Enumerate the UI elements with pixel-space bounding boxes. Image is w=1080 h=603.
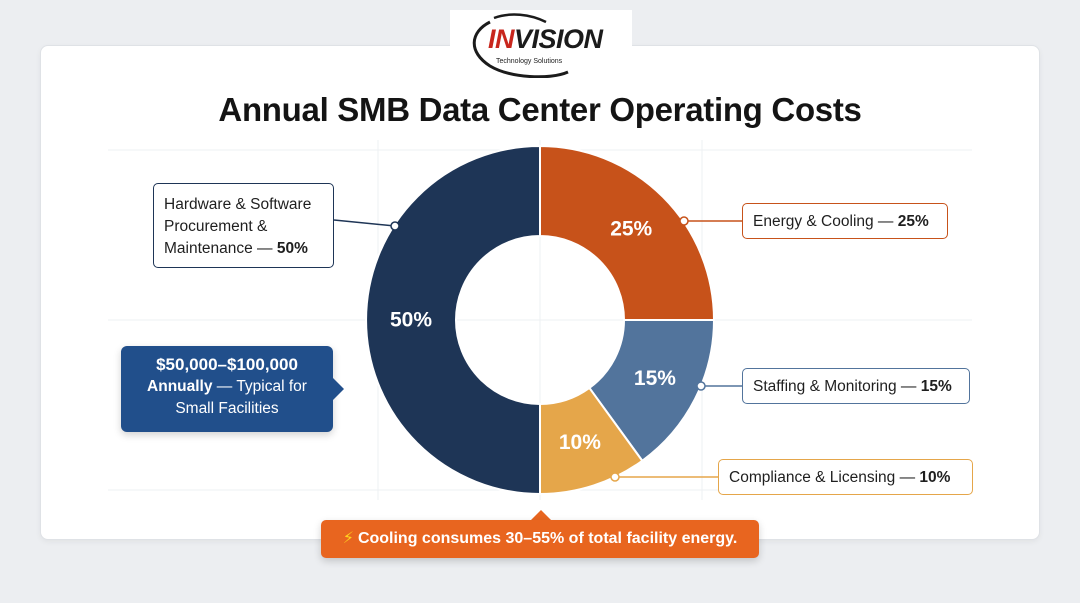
logo-swoosh-icon bbox=[472, 13, 569, 78]
slice-label-2: 10% bbox=[559, 431, 601, 454]
cost-box-pointer bbox=[333, 378, 344, 400]
slice-label-3: 50% bbox=[390, 309, 432, 332]
cost-range-annually: Annually bbox=[147, 378, 213, 395]
logo-wordmark-rest: VISION bbox=[514, 24, 603, 54]
banner-text: Cooling consumes 30–55% of total facilit… bbox=[357, 530, 738, 547]
donut-slice-3 bbox=[365, 144, 541, 496]
logo-tagline: Technology Solutions bbox=[496, 58, 563, 65]
chart-title: Annual SMB Data Center Operating Costs bbox=[218, 91, 862, 128]
callout-compliance-text: Compliance & Licensing — bbox=[729, 469, 916, 486]
callout-energy-pct: 25% bbox=[897, 213, 929, 230]
callout-hardware: Hardware & Software Procurement & Mainte… bbox=[153, 183, 334, 268]
callout-energy: Energy & Cooling — 25% bbox=[742, 203, 948, 239]
leader-dot-compliance bbox=[610, 472, 620, 482]
callout-staffing-text: Staffing & Monitoring — bbox=[753, 378, 917, 395]
leader-dot-hardware bbox=[390, 221, 400, 231]
leader-lines bbox=[333, 216, 742, 482]
cooling-fact-banner: ⚡ Cooling consumes 30–55% of total facili… bbox=[321, 520, 759, 558]
cost-range-detail: Annually — Typical for Small Facilities bbox=[131, 376, 323, 420]
leader-line-hardware bbox=[333, 219, 396, 227]
cost-range-amount: $50,000–$100,000 bbox=[156, 355, 298, 374]
callout-compliance-pct: 10% bbox=[919, 469, 951, 486]
callout-hardware-pct: 50% bbox=[276, 240, 308, 257]
invision-logo: INVISION Technology Solutions bbox=[450, 10, 632, 78]
donut-slice-0 bbox=[539, 144, 716, 321]
cost-range-rest: — Typical for Small Facilities bbox=[175, 378, 307, 417]
callout-hardware-text: Hardware & Software Procurement & Mainte… bbox=[164, 196, 312, 257]
callout-staffing-pct: 15% bbox=[920, 378, 952, 395]
callout-compliance: Compliance & Licensing — 10% bbox=[718, 459, 973, 495]
slice-label-0: 25% bbox=[610, 217, 652, 240]
callout-staffing: Staffing & Monitoring — 15% bbox=[742, 368, 970, 404]
slice-label-1: 15% bbox=[634, 367, 676, 390]
logo-wordmark-prefix: IN bbox=[488, 24, 515, 54]
cost-range-box: $50,000–$100,000 Annually — Typical for … bbox=[121, 346, 333, 432]
banner-pointer bbox=[531, 510, 551, 520]
callout-energy-text: Energy & Cooling — bbox=[753, 213, 894, 230]
leader-dot-staffing bbox=[696, 381, 706, 391]
lightning-icon: ⚡ bbox=[342, 530, 354, 547]
logo-wordmark: INVISION bbox=[488, 26, 603, 53]
leader-dot-energy bbox=[679, 216, 689, 226]
